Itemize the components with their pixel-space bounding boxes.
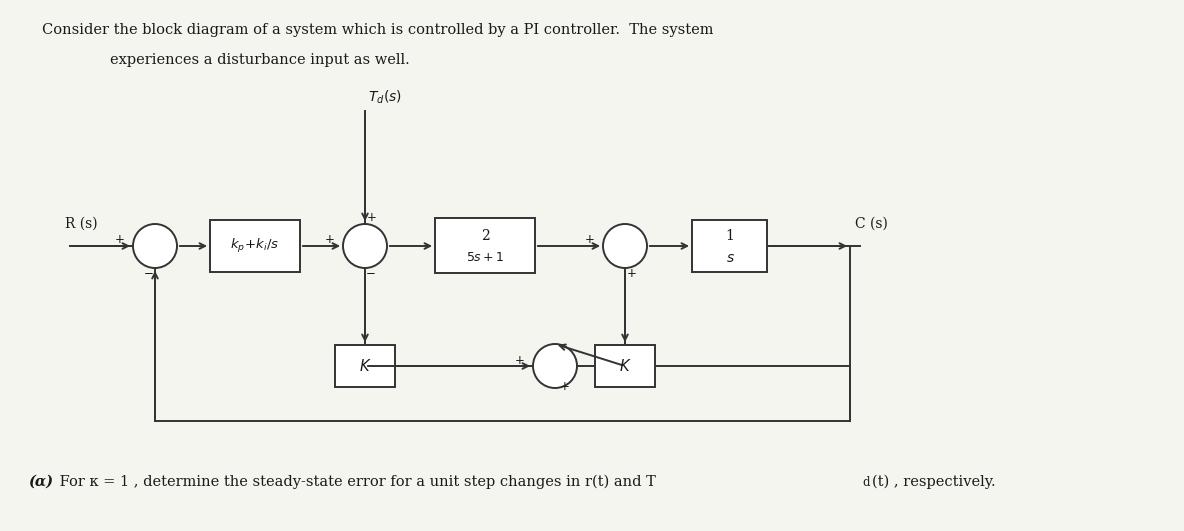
Text: +: +	[560, 380, 570, 392]
Text: $5s+1$: $5s+1$	[465, 252, 504, 264]
Bar	[596, 345, 655, 387]
Text: +: +	[628, 268, 637, 280]
Bar	[210, 220, 300, 272]
Text: 1: 1	[726, 229, 734, 243]
Text: For κ = 1 , determine the steady-state error for a unit step changes in r(t) and: For κ = 1 , determine the steady-state e…	[54, 475, 656, 489]
Text: $k_p\!+\!k_i/s$: $k_p\!+\!k_i/s$	[230, 237, 279, 255]
Bar	[693, 220, 767, 272]
Text: $K$: $K$	[619, 358, 631, 374]
Text: +: +	[585, 234, 594, 246]
Text: −: −	[366, 268, 377, 280]
Text: (α): (α)	[28, 475, 53, 489]
Text: 2: 2	[481, 229, 489, 243]
Text: −: −	[144, 268, 154, 280]
Bar	[335, 345, 395, 387]
Circle shape	[533, 344, 577, 388]
Text: d: d	[862, 476, 869, 489]
Text: $s$: $s$	[726, 251, 734, 265]
Text: C (s): C (s)	[855, 217, 888, 231]
Text: $T_d(s)$: $T_d(s)$	[368, 89, 401, 106]
Text: $K$: $K$	[359, 358, 372, 374]
Circle shape	[343, 224, 387, 268]
Text: R (s): R (s)	[65, 217, 97, 231]
Bar	[435, 218, 535, 273]
Circle shape	[603, 224, 646, 268]
Text: +: +	[367, 211, 377, 225]
Text: +: +	[515, 354, 525, 366]
Text: experiences a disturbance input as well.: experiences a disturbance input as well.	[110, 53, 410, 67]
Text: +: +	[115, 234, 126, 246]
Text: Consider the block diagram of a system which is controlled by a PI controller.  : Consider the block diagram of a system w…	[41, 23, 714, 37]
Text: +: +	[326, 234, 335, 246]
Circle shape	[133, 224, 176, 268]
Text: (t) , respectively.: (t) , respectively.	[871, 475, 996, 489]
